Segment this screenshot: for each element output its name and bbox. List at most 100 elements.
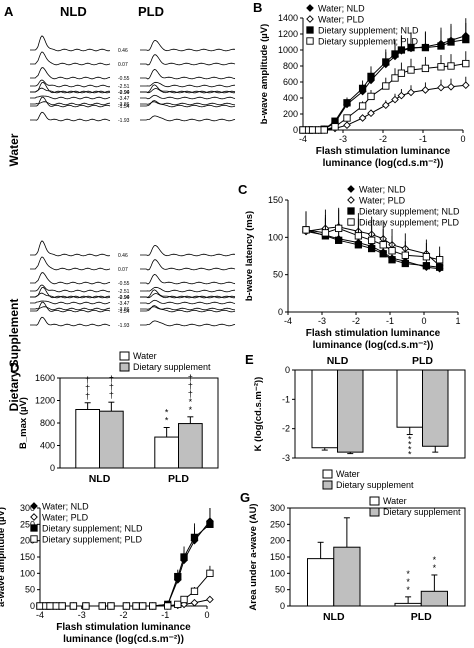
erg-trace-nld [30,101,111,106]
data-point [397,46,406,54]
y-tick-label: 1000 [278,45,298,55]
y-tick-label: 300 [270,503,285,513]
significance-mark: † [85,391,90,401]
legend-marker [30,524,38,532]
y-axis-label: b-wave latency (ms) [244,211,255,301]
panel-letter: D [10,360,19,375]
data-point [367,109,375,118]
erg-trace-nld [30,95,111,100]
panel-a-col-nld: NLD [60,4,87,19]
data-point [302,226,310,234]
significance-mark: * [189,405,193,415]
erg-trace-nld [30,81,111,94]
panel-letter: C [238,182,248,197]
panel-a-letter: A [4,4,14,19]
legend-marker [306,37,314,45]
data-point [308,126,317,134]
data-point [435,256,444,264]
x-tick-label: -1 [161,610,169,620]
data-point [367,236,376,244]
data-point [82,602,90,610]
y-tick-label: 800 [283,61,298,71]
data-point [320,126,328,134]
erg-trace-nld [30,35,111,52]
data-point [331,123,339,131]
erg-trace-pld [140,305,236,313]
legend-swatch [119,362,130,372]
x-tick-label: -4 [284,316,292,326]
series-line [305,229,440,268]
y-tick-label: 100 [268,232,283,242]
x-tick-label: -4 [36,610,44,620]
data-point [422,253,431,261]
data-point [461,81,470,90]
data-point [437,42,445,50]
erg-trace-pld [140,101,236,106]
data-point [421,86,430,94]
y-tick-label: 250 [270,519,285,529]
trace-intensity-label: -1.93 [118,323,130,329]
legend-label: Water [133,351,157,361]
legend-label: Dietary supplement [383,507,461,517]
x-tick-label: 0 [204,610,209,620]
erg-trace-pld [140,306,236,311]
category-label: NLD [89,473,111,485]
data-point [388,247,396,255]
y-tick-label: 150 [270,552,285,562]
y-tick-label: -2 [282,424,290,434]
y-tick-label: 50 [25,585,35,595]
chart-c-bwave-latency: C -4 -3 -2 -1 0 1 0 50 100 150 b-wave latency (ms) F… [238,182,461,351]
x-tick-label: -2 [119,610,127,620]
y-tick-label: 0 [280,601,285,611]
legend-label: Dietary supplement; NLD [359,207,460,217]
trace-intensity-label: 0.07 [118,62,128,68]
data-point [407,43,415,52]
legend-marker [306,26,314,34]
panel-a-group-water: Water [7,133,21,166]
panel-a-group-supplement: Dietary Supplement [7,299,21,412]
data-point [407,88,415,97]
data-point [391,95,399,104]
panel-a-col-pld: PLD [138,4,164,19]
data-point [358,102,367,110]
legend-label: Water; PLD [359,196,406,206]
water-traces: 0.460.07-0.55-0.94-1.54-1.93-2.51-2.90-3… [30,35,236,124]
y-tick-label: 1200 [35,396,55,406]
chart-e-k: E-3-2-10K (log(cd.s.m⁻²))NLD PLD****Water… [245,352,466,490]
data-point [335,224,343,233]
y-tick-label: 800 [40,418,55,428]
data-point [354,241,363,249]
bar [311,369,338,449]
x-tick-label: -4 [299,134,307,144]
category-label: PLD [412,355,433,367]
erg-trace-pld [140,100,236,108]
x-tick-label: 1 [455,316,460,326]
legend-marker [306,4,314,12]
y-tick-label: 1400 [278,13,298,23]
y-axis-label: K (log(cd.s.m⁻²)) [253,377,264,452]
legend-marker [347,196,355,204]
y-tick-label: 0 [30,601,35,611]
legend-label: Dietary supplement [133,362,211,372]
x-tick-label: 0 [421,316,426,326]
data-point [397,69,406,77]
data-point [447,82,455,91]
erg-trace-pld [140,54,236,66]
y-tick-label: 0 [285,365,290,375]
legend-swatch [369,507,380,517]
y-tick-label: 1600 [35,373,55,383]
erg-trace-nld [30,286,111,299]
data-point [98,602,106,610]
trace-intensity-label: -2.51 [118,84,130,90]
trace-intensity-label: -3.47 [118,301,130,307]
legend-swatch [119,351,130,361]
trace-intensity-label: -0.55 [118,281,130,287]
data-point [382,82,390,90]
erg-trace-pld [140,289,236,299]
data-point [421,43,430,52]
data-point [437,83,445,92]
data-point [206,595,214,604]
x-axis-label-unit: luminance (log(cd.s.m⁻²)) [63,634,184,645]
y-axis-label: b-wave amplitude (µV) [259,24,270,125]
significance-mark: * [406,569,410,579]
